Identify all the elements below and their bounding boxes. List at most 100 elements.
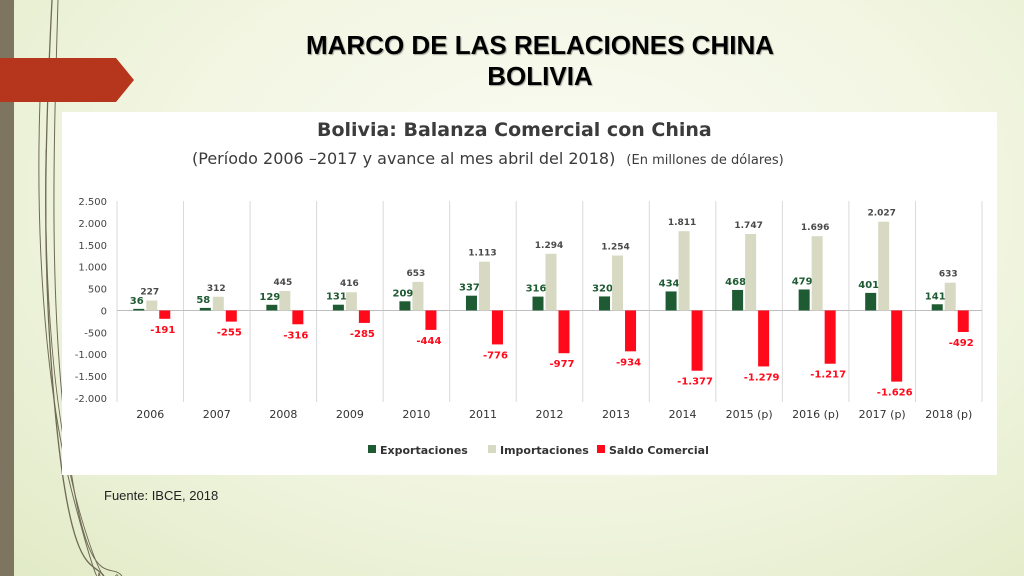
data-label-exportaciones: 434 [659,278,680,289]
bar-importaciones [612,255,624,311]
bar-importaciones [345,292,357,311]
data-label-exportaciones: 58 [196,295,210,306]
bar-exportaciones [266,304,278,311]
bar-exportaciones [599,296,611,311]
data-label-importaciones: 653 [407,269,426,279]
x-tick-label: 2017 (p) [859,408,906,421]
data-label-saldo-comercial: -444 [416,336,441,347]
bar-importaciones [279,290,291,311]
bar-exportaciones [665,291,677,311]
data-label-exportaciones: 129 [259,292,280,303]
data-label-saldo-comercial: -1.279 [744,372,780,383]
data-label-saldo-comercial: -1.217 [810,370,846,381]
data-label-exportaciones: 316 [526,284,547,295]
legend-swatch-saldo-comercial [597,445,605,453]
y-tick-label: 1.000 [78,263,107,274]
y-tick-label: -1.500 [75,372,107,383]
bar-saldo-comercial [957,310,969,332]
data-label-importaciones: 633 [939,270,958,280]
data-label-exportaciones: 320 [592,283,613,294]
bar-importaciones [878,221,890,311]
x-tick-label: 2012 [536,408,564,421]
data-label-saldo-comercial: -1.377 [677,377,713,388]
data-label-importaciones: 416 [340,279,359,289]
bar-importaciones [545,253,557,311]
legend-swatch-importaciones [488,445,496,453]
data-label-saldo-comercial: -316 [283,330,308,341]
data-label-importaciones: 1.294 [535,241,563,251]
bar-saldo-comercial [358,310,370,323]
legend-swatch-exportaciones [368,445,376,453]
data-label-importaciones: 1.811 [668,218,696,228]
bar-saldo-comercial [758,310,770,367]
slide-title: MARCO DE LAS RELACIONES CHINA BOLIVIA [200,30,880,92]
bar-saldo-comercial [691,310,703,371]
x-tick-label: 2016 (p) [792,408,839,421]
x-tick-label: 2009 [336,408,364,421]
y-tick-label: 2.500 [78,197,107,208]
bar-importaciones [944,282,956,311]
y-tick-label: -1.000 [75,350,107,361]
source-note: Fuente: IBCE, 2018 [104,488,219,503]
x-tick-label: 2007 [203,408,231,421]
bar-exportaciones [798,289,810,311]
x-tick-label: 2014 [669,408,697,421]
data-label-saldo-comercial: -1.626 [877,388,913,399]
data-label-saldo-comercial: -977 [549,359,574,370]
bar-exportaciones [199,307,211,311]
data-label-exportaciones: 401 [858,280,879,291]
data-label-importaciones: 1.747 [734,221,762,231]
bar-importaciones [212,296,224,311]
y-tick-label: 500 [88,285,107,296]
left-decor-bar [0,0,14,576]
data-label-saldo-comercial: -934 [616,357,641,368]
data-label-importaciones: 1.254 [601,243,629,253]
bar-saldo-comercial [225,310,237,322]
bar-exportaciones [931,304,943,311]
data-label-exportaciones: 209 [392,288,413,299]
bar-saldo-comercial [159,310,171,319]
data-label-saldo-comercial: -191 [150,325,175,336]
bar-saldo-comercial [292,310,304,325]
y-tick-label: 0 [101,306,107,317]
chart-subtitle: (Período 2006 –2017 y avance al mes abri… [192,149,784,168]
x-tick-label: 2015 (p) [726,408,773,421]
bar-saldo-comercial [425,310,437,330]
data-label-saldo-comercial: -255 [217,328,242,339]
data-label-importaciones: 227 [140,288,159,298]
data-label-importaciones: 445 [273,278,292,288]
bar-saldo-comercial [625,310,637,352]
x-tick-label: 2018 (p) [925,408,972,421]
data-label-saldo-comercial: -492 [949,338,974,349]
bar-exportaciones [465,295,477,311]
data-label-exportaciones: 36 [130,296,144,307]
x-tick-label: 2008 [269,408,297,421]
chart-title: Bolivia: Balanza Comercial con China [317,119,712,141]
legend-label-exportaciones: Exportaciones [380,444,468,457]
bar-saldo-comercial [824,310,836,364]
y-tick-label: 1.500 [78,241,107,252]
x-tick-label: 2013 [602,408,630,421]
data-label-importaciones: 2.027 [867,209,895,219]
slide-title-line2: BOLIVIA [487,61,593,91]
chart-subtitle-period: (Período 2006 –2017 y avance al mes abri… [192,149,615,168]
data-label-exportaciones: 468 [725,277,746,288]
y-tick-label: 2.000 [78,219,107,230]
data-label-importaciones: 1.113 [468,249,496,259]
data-label-exportaciones: 141 [925,291,946,302]
bar-importaciones [678,231,690,311]
bar-exportaciones [732,289,744,311]
bar-saldo-comercial [491,310,503,345]
data-label-saldo-comercial: -285 [350,329,375,340]
legend-label-saldo-comercial: Saldo Comercial [609,444,709,457]
bar-exportaciones [532,296,544,311]
plot-area: 2.500 2.000 1.500 1.000 500 0 -500 -1.000 -1.500… [75,197,983,457]
data-label-saldo-comercial: -776 [483,350,508,361]
y-tick-label: -500 [84,328,107,339]
legend-label-importaciones: Importaciones [500,444,589,457]
title-accent-arrow [0,58,134,102]
x-tick-label: 2011 [469,408,497,421]
slide-title-line1: MARCO DE LAS RELACIONES CHINA [305,30,774,60]
data-label-importaciones: 312 [207,284,226,294]
bar-exportaciones [332,304,344,311]
